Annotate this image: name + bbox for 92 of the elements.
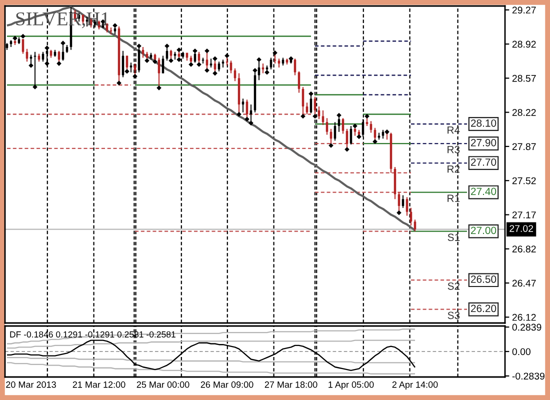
candlestick xyxy=(30,54,32,66)
y-tick-label: 28.57 xyxy=(512,74,536,82)
candlestick xyxy=(338,114,340,132)
series-label: S3 xyxy=(448,312,460,320)
candlestick xyxy=(230,60,232,74)
point xyxy=(212,70,218,76)
candlestick xyxy=(322,110,324,126)
candlestick xyxy=(142,46,144,58)
point xyxy=(252,68,258,73)
series-label: R4 xyxy=(448,126,460,134)
candlestick xyxy=(398,192,400,214)
candlestick xyxy=(218,61,220,72)
candlestick xyxy=(242,98,244,113)
point xyxy=(308,91,314,96)
chart-title: DF -0.1846 0.1291 -0.1291 0.2581 -0.2581 xyxy=(10,331,176,338)
candlestick xyxy=(370,120,372,134)
point xyxy=(264,70,270,75)
series-label: S1 xyxy=(448,234,460,242)
candlestick xyxy=(414,219,416,232)
series-label: R1 xyxy=(448,194,460,202)
x-tick-label: 26 Mar 09:00 xyxy=(200,381,254,388)
x-tick-label: 25 Mar 00:00 xyxy=(136,381,190,388)
line-series xyxy=(6,340,416,349)
candlestick xyxy=(310,93,312,114)
data-label: 27.00 xyxy=(470,226,496,234)
point xyxy=(144,58,150,64)
candlestick xyxy=(206,50,208,71)
point xyxy=(204,48,210,54)
data-label: 27.40 xyxy=(470,188,496,196)
point xyxy=(356,134,362,140)
candlestick xyxy=(262,63,264,74)
y-tick-label: 0.2839 xyxy=(512,324,542,331)
candlestick xyxy=(294,58,296,76)
point xyxy=(300,114,306,119)
candlestick xyxy=(326,118,328,136)
point xyxy=(244,116,250,122)
candlestick xyxy=(162,55,164,74)
data-label: 28.10 xyxy=(470,119,496,127)
candlestick xyxy=(366,116,368,126)
series-label: R3 xyxy=(448,146,460,154)
line-series xyxy=(6,362,416,374)
y-tick-label: 27.52 xyxy=(512,177,536,184)
y-tick-label: 27.17 xyxy=(512,211,536,218)
point xyxy=(152,59,158,64)
point xyxy=(20,34,26,39)
y-tick-label: 26.12 xyxy=(512,314,536,321)
point xyxy=(168,58,174,64)
candlestick xyxy=(306,102,308,115)
candlestick xyxy=(406,196,408,216)
line-series xyxy=(6,328,416,344)
candlestick xyxy=(354,125,356,136)
point xyxy=(396,210,402,216)
y-tick-label: 0.00 xyxy=(512,348,530,356)
data-label: 26.20 xyxy=(470,304,496,312)
point xyxy=(176,57,182,62)
y-tick-label: 29.27 xyxy=(512,6,536,14)
candlestick xyxy=(342,118,344,134)
y-tick-label: 28.92 xyxy=(512,40,536,48)
candlestick xyxy=(158,57,160,88)
point xyxy=(124,68,130,74)
line-series xyxy=(6,6,416,232)
candlestick xyxy=(402,194,404,208)
data-label: 26.50 xyxy=(470,276,496,283)
x-tick-label: 20 Mar 2013 xyxy=(6,381,56,388)
point xyxy=(212,56,218,62)
x-tick-label: 2 Apr 14:00 xyxy=(392,381,438,390)
point xyxy=(12,36,18,41)
candlestick xyxy=(126,55,128,72)
y-tick-label: 26.82 xyxy=(512,246,536,252)
data-label: 27.70 xyxy=(470,158,496,166)
point xyxy=(384,129,390,134)
point xyxy=(364,114,370,119)
data-label: 27.90 xyxy=(470,138,496,146)
y-tick-label: 28.22 xyxy=(512,109,536,116)
x-tick-label: 21 Mar 12:00 xyxy=(72,381,126,388)
point xyxy=(236,112,242,117)
y-tick-label: 27.87 xyxy=(512,143,536,150)
x-tick-label: 1 Apr 05:00 xyxy=(328,381,374,390)
point xyxy=(336,112,342,118)
y-tick-label: -0.2839 xyxy=(512,372,544,380)
ref-line-label: 27.02 xyxy=(510,225,534,232)
y-tick-label: 26.47 xyxy=(512,280,536,287)
point xyxy=(192,48,198,54)
point xyxy=(204,68,210,73)
x-tick-label: 27 Mar 18:00 xyxy=(264,381,318,388)
series-label: R2 xyxy=(448,165,460,173)
candlestick xyxy=(214,58,216,74)
candlestick xyxy=(246,99,248,120)
point xyxy=(176,47,182,52)
series-label: S2 xyxy=(448,282,460,290)
point xyxy=(344,146,350,152)
candlestick xyxy=(22,38,24,54)
